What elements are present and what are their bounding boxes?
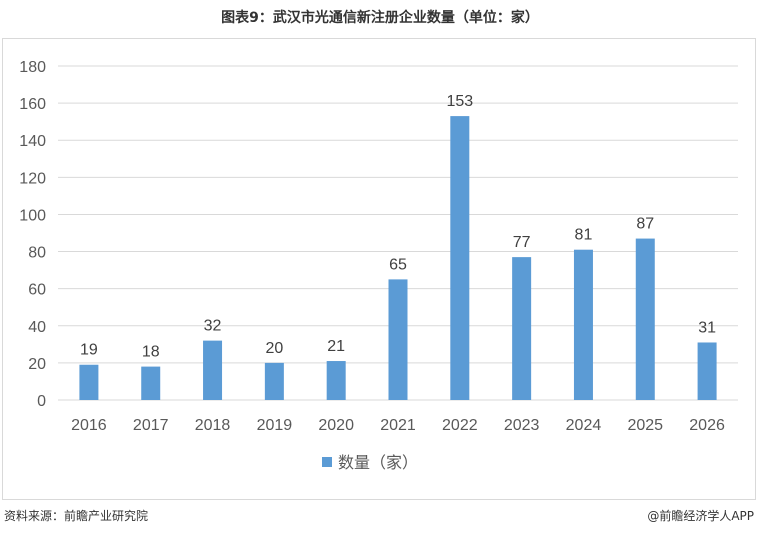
y-tick-label: 60 [28,282,46,299]
data-label: 31 [698,319,716,336]
data-labels: 19 18 32 20 21 65 153 77 81 87 31 [80,93,716,361]
y-tick-label: 80 [28,245,46,262]
data-label: 87 [636,216,654,233]
x-tick-label: 2019 [257,417,293,434]
y-tick-label: 140 [19,133,46,150]
y-tick-label: 100 [19,207,46,224]
bar [141,366,161,400]
credit-note: @前瞻经济学人APP [647,509,754,523]
bar [635,238,655,400]
bar [264,362,284,400]
x-tick-label: 2021 [380,417,416,434]
data-label: 20 [265,340,283,357]
data-label: 18 [142,344,160,361]
bar [697,342,717,400]
x-tick-label: 2016 [71,417,107,434]
bars [79,116,717,400]
x-tick-label: 2020 [318,417,354,434]
y-tick-label: 120 [19,170,46,187]
bar [326,361,346,400]
y-tick-label: 180 [19,59,46,76]
x-tick-label: 2024 [566,417,602,434]
legend: 数量（家） [322,453,418,472]
bar [79,364,99,400]
data-label: 65 [389,256,407,273]
bar [450,116,470,400]
y-tick-label: 160 [19,96,46,113]
x-tick-label: 2025 [627,417,663,434]
bar [573,249,593,400]
data-label: 81 [575,227,593,244]
data-label: 19 [80,342,98,359]
source-note: 资料来源：前瞻产业研究院 [4,509,149,523]
y-tick-label: 40 [28,319,46,336]
data-label: 77 [513,234,531,251]
y-axis-ticks: 0 20 40 60 80 100 120 140 160 180 [19,59,46,410]
bar [388,279,408,400]
data-label: 153 [446,93,473,110]
x-tick-label: 2017 [133,417,169,434]
data-label: 21 [327,338,345,355]
bar [203,340,223,400]
x-tick-label: 2023 [504,417,540,434]
x-tick-label: 2026 [689,417,725,434]
chart-title: 图表9：武汉市光通信新注册企业数量（单位：家） [221,10,539,26]
y-tick-label: 0 [37,393,46,410]
chart-area [2,38,756,500]
x-axis-ticks: 2016 2017 2018 2019 2020 2021 2022 2023 2024 2025… [71,417,725,434]
data-label: 32 [204,318,222,335]
x-tick-label: 2022 [442,417,478,434]
bar [512,257,532,400]
legend-swatch [322,457,332,467]
x-tick-label: 2018 [195,417,231,434]
y-tick-label: 20 [28,356,46,373]
legend-label: 数量（家） [338,453,418,472]
